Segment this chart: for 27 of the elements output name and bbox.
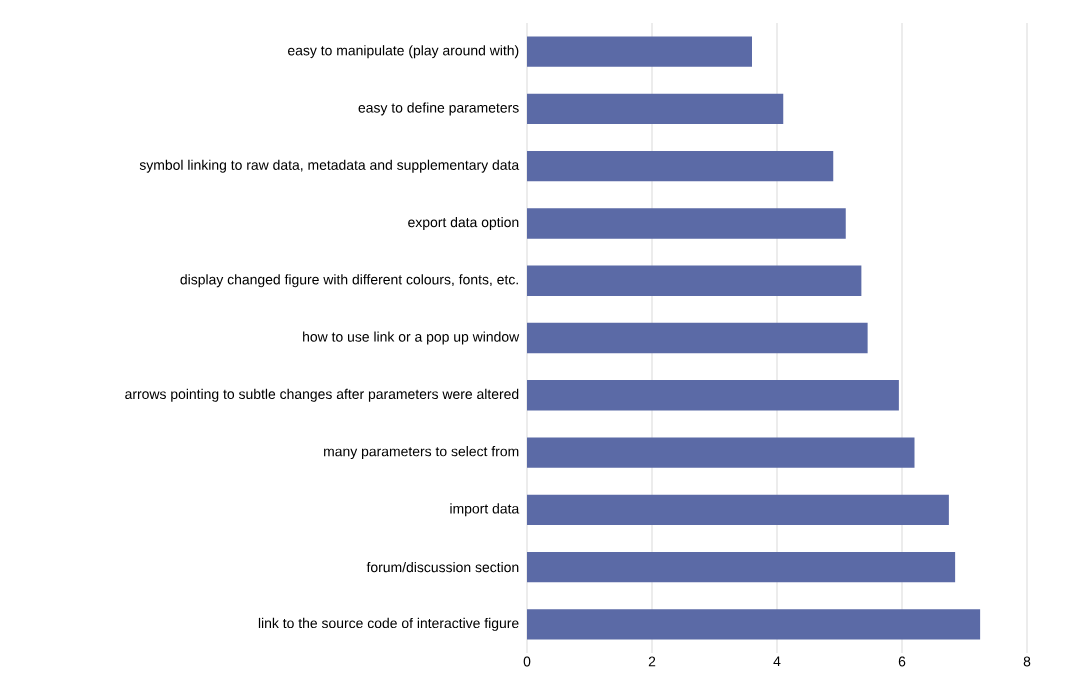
- y-tick-label: many parameters to select from: [324, 446, 519, 460]
- bar: [527, 208, 846, 239]
- x-tick-label: 8: [1023, 656, 1031, 667]
- bar: [527, 494, 949, 525]
- y-tick-label: import data: [450, 503, 520, 517]
- bar: [527, 551, 956, 583]
- x-tick-label: 0: [523, 656, 531, 667]
- bar: [527, 609, 981, 640]
- bar: [527, 36, 752, 67]
- y-tick-label: link to the source code of interactive figure: [258, 617, 519, 631]
- bar: [527, 437, 915, 468]
- x-tick-label: 6: [898, 656, 906, 667]
- y-tick-label: easy to manipulate (play around with): [288, 45, 519, 59]
- y-tick-label: easy to define parameters: [358, 102, 519, 116]
- bar: [527, 151, 834, 182]
- bar: [527, 93, 784, 125]
- bar: [527, 322, 868, 354]
- y-tick-label: how to use link or a pop up window: [303, 331, 520, 345]
- y-tick-label: forum/discussion section: [366, 561, 519, 573]
- x-tick-label: 4: [773, 656, 781, 667]
- y-tick-label: arrows pointing to subtle changes after parameters were altered: [125, 388, 519, 402]
- x-tick-label: 2: [648, 656, 656, 667]
- y-tick-label: symbol linking to raw data, metadata and supplementary data: [139, 159, 520, 173]
- bar: [527, 380, 899, 411]
- bar: [527, 265, 862, 296]
- y-tick-label: display changed figure with different colours, fonts, etc.: [180, 274, 518, 288]
- y-tick-label: export data option: [408, 216, 519, 230]
